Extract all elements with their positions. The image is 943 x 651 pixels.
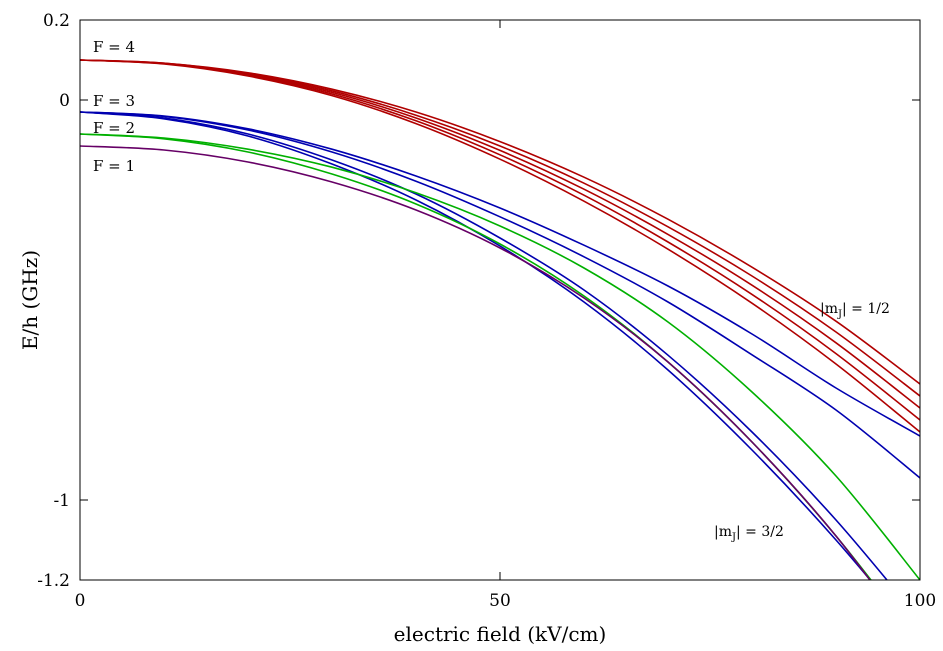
annotation-f3: F = 3 (93, 92, 135, 110)
y-axis-label: E/h (GHz) (18, 250, 42, 350)
y-tick-label: 0 (59, 91, 70, 111)
annotation-mj-half-sub: J (837, 309, 842, 320)
annotation-mj-threehalf-sub: J (731, 532, 736, 543)
series-line-f3-5 (80, 111, 920, 437)
y-axis-ticks: 0.2 0 -1 -1.2 (37, 11, 920, 591)
plot-frame (79, 19, 921, 581)
series-line-f2-10 (80, 133, 873, 580)
x-axis-label: electric field (kV/cm) (394, 622, 607, 646)
annotation-mj-threehalf-m: |m (714, 524, 732, 540)
series-line-f4-2 (80, 59, 920, 409)
annotation-f1: F = 1 (93, 157, 135, 175)
series-line-f3-7 (80, 111, 889, 580)
series-line-f4-4 (80, 59, 920, 433)
x-axis-ticks: 0 50 100 (75, 20, 936, 611)
series-line-f3-8 (80, 111, 872, 580)
x-tick-label: 100 (904, 591, 936, 611)
annotation-f2: F = 2 (93, 119, 135, 137)
series-line-f1-11 (80, 145, 871, 580)
annotation-mj-half: |mJ| = 1/2 (820, 301, 890, 320)
annotation-f4: F = 4 (93, 38, 135, 56)
series-line-f3-6 (80, 111, 920, 479)
x-tick-label: 50 (489, 591, 511, 611)
y-tick-label: -1 (53, 491, 70, 511)
annotation-mj-threehalf: |mJ| = 3/2 (714, 524, 784, 543)
series-layer (80, 59, 920, 580)
series-line-f2-9 (80, 133, 920, 580)
y-tick-label: -1.2 (37, 571, 70, 591)
series-line-f4-3 (80, 59, 920, 421)
x-tick-label: 0 (75, 591, 86, 611)
series-line-f4-1 (80, 59, 920, 397)
series-line-f4-0 (80, 59, 920, 385)
annotation-mj-half-rest: | = 1/2 (842, 301, 890, 317)
y-tick-label: 0.2 (43, 11, 70, 31)
annotation-mj-half-m: |m (820, 301, 838, 317)
annotation-mj-threehalf-rest: | = 3/2 (736, 524, 784, 540)
